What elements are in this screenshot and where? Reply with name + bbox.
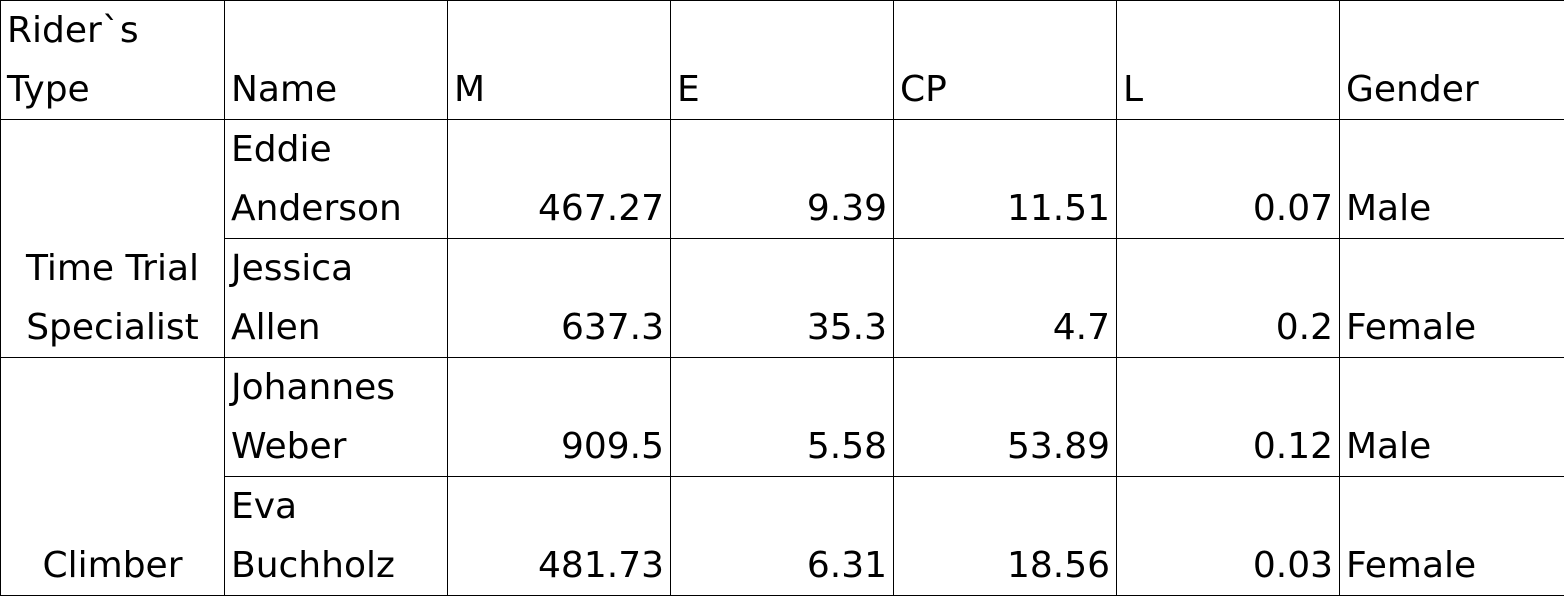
rider-type-line1: Climber [7,536,218,595]
cell-gender: Female [1340,477,1564,596]
rider-first-name: Eddie [231,120,441,179]
table-row: Jessica Allen 637.3 35.3 4.7 0.2 Female [1,239,1564,358]
rider-name: Jessica Allen [225,239,448,358]
cell-cp: 18.56 [894,477,1117,596]
cell-m: 467.27 [448,120,671,239]
header-cp: CP [894,1,1117,120]
cell-gender: Male [1340,120,1564,239]
cell-l: 0.07 [1117,120,1340,239]
cell-e: 5.58 [671,358,894,477]
cell-e: 9.39 [671,120,894,239]
table-row: Eva Buchholz 481.73 6.31 18.56 0.03 Fema… [1,477,1564,596]
cell-e: 35.3 [671,239,894,358]
header-name: Name [225,1,448,120]
rider-first-name: Jessica [231,239,441,298]
rider-last-name: Anderson [231,179,441,238]
header-l: L [1117,1,1340,120]
rider-name: Eddie Anderson [225,120,448,239]
header-riders-type-line2: Type [7,60,218,119]
rider-type-time-trial: Time Trial Specialist [1,120,225,358]
cell-cp: 11.51 [894,120,1117,239]
rider-type-line1: Time Trial [7,239,218,298]
cell-m: 637.3 [448,239,671,358]
cell-cp: 53.89 [894,358,1117,477]
rider-type-line2: Specialist [7,298,218,357]
rider-first-name: Johannes [231,358,441,417]
cell-gender: Male [1340,358,1564,477]
rider-first-name: Eva [231,477,441,536]
header-riders-type: Rider`s Type [1,1,225,120]
cell-l: 0.12 [1117,358,1340,477]
cell-gender: Female [1340,239,1564,358]
cell-l: 0.2 [1117,239,1340,358]
cell-m: 481.73 [448,477,671,596]
header-e: E [671,1,894,120]
table-row: Climber Johannes Weber 909.5 5.58 53.89 … [1,358,1564,477]
rider-name: Eva Buchholz [225,477,448,596]
table-row: Time Trial Specialist Eddie Anderson 467… [1,120,1564,239]
rider-last-name: Allen [231,298,441,357]
rider-type-climber: Climber [1,358,225,596]
header-row: Rider`s Type Name M E CP L Gender [1,1,1564,120]
cell-cp: 4.7 [894,239,1117,358]
header-riders-type-line1: Rider`s [7,1,218,60]
rider-last-name: Buchholz [231,536,441,595]
rider-name: Johannes Weber [225,358,448,477]
rider-last-name: Weber [231,417,441,476]
header-gender: Gender [1340,1,1564,120]
header-m: M [448,1,671,120]
cell-m: 909.5 [448,358,671,477]
cell-e: 6.31 [671,477,894,596]
cell-l: 0.03 [1117,477,1340,596]
